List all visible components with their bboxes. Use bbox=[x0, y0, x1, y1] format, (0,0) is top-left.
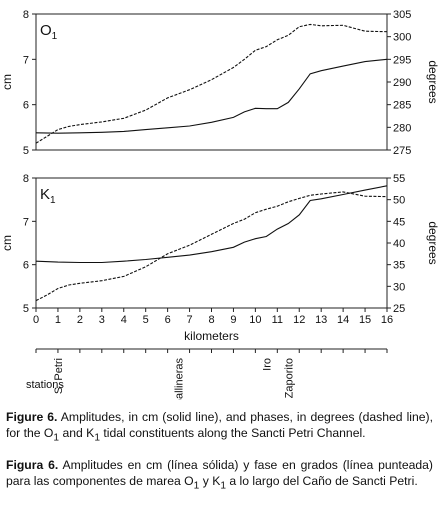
y-tick-label-right: 45 bbox=[393, 216, 405, 228]
y-tick-label-right: 35 bbox=[393, 260, 405, 272]
x-tick-label: 16 bbox=[381, 314, 393, 326]
caption-spanish: Figura 6. Amplitudes en cm (línea sólida… bbox=[6, 458, 433, 493]
y-tick-label-left: 8 bbox=[23, 9, 29, 21]
x-tick-label: 14 bbox=[337, 314, 349, 326]
x-tick-label: 1 bbox=[55, 314, 61, 326]
y-tick-label-right: 300 bbox=[393, 32, 411, 44]
y-tick-label-right: 25 bbox=[393, 303, 405, 315]
y-tick-label-right: 275 bbox=[393, 145, 411, 157]
phase-line bbox=[35, 23, 388, 144]
y-tick-label-left: 7 bbox=[23, 54, 29, 66]
panel-label-letter: K bbox=[40, 186, 50, 203]
caption-subscript: 1 bbox=[94, 431, 100, 443]
x-tick-label: 8 bbox=[208, 314, 214, 326]
caption-text: a lo largo del Caño de Sancti Petri. bbox=[225, 473, 418, 488]
plot-frame bbox=[35, 177, 388, 309]
caption-text: Amplitudes en cm (línea sólida) y fase e… bbox=[6, 458, 433, 488]
x-tick-label: 2 bbox=[77, 314, 83, 326]
stations-label: stations bbox=[26, 379, 64, 391]
x-tick-label: 4 bbox=[121, 314, 127, 326]
caption-text: and K bbox=[59, 425, 95, 440]
x-tick-label: 15 bbox=[359, 314, 371, 326]
y-tick-label-right: 290 bbox=[393, 77, 411, 89]
y-tick-label-right: 55 bbox=[393, 173, 405, 185]
station-label: S. Petri bbox=[53, 358, 65, 394]
y-tick-label-left: 6 bbox=[23, 100, 29, 112]
amplitude-line bbox=[35, 58, 388, 134]
caption-label: Figure 6. bbox=[6, 410, 58, 424]
caption-subscript: 1 bbox=[193, 479, 200, 491]
panel-label-subscript: 1 bbox=[50, 195, 56, 206]
y-axis-label-right: degrees bbox=[426, 60, 439, 103]
x-tick-label: 12 bbox=[293, 314, 305, 326]
phase-line bbox=[35, 191, 388, 302]
y-tick-label-right: 30 bbox=[393, 281, 405, 293]
y-axis-label-right: degrees bbox=[426, 221, 439, 264]
caption-text: Amplitudes, in cm (solid line), and phas… bbox=[6, 410, 433, 440]
panel-label-subscript: 1 bbox=[52, 31, 58, 42]
y-tick-label-left: 5 bbox=[23, 303, 29, 315]
x-tick-label: 9 bbox=[230, 314, 236, 326]
y-tick-label-right: 295 bbox=[393, 54, 411, 66]
x-tick-label: 11 bbox=[272, 314, 283, 326]
x-tick-label: 7 bbox=[187, 314, 193, 326]
y-tick-label-right: 50 bbox=[393, 195, 405, 207]
caption-text: tidal constituents along the Sancti Petr… bbox=[99, 425, 366, 440]
y-tick-label-left: 8 bbox=[23, 173, 29, 185]
panel-label: O1 bbox=[40, 22, 58, 42]
x-tick-label: 0 bbox=[33, 314, 39, 326]
station-label: Iro bbox=[261, 358, 273, 371]
y-tick-label-right: 285 bbox=[393, 100, 411, 112]
y-axis-label-left: cm bbox=[0, 74, 14, 90]
x-tick-label: 13 bbox=[315, 314, 327, 326]
x-axis-label: kilometers bbox=[184, 329, 239, 343]
amplitude-line bbox=[35, 185, 388, 264]
x-tick-label: 10 bbox=[249, 314, 261, 326]
plot-frame bbox=[35, 13, 388, 151]
y-tick-label-left: 7 bbox=[23, 216, 29, 228]
y-tick-label-right: 280 bbox=[393, 122, 411, 134]
x-tick-label: 5 bbox=[143, 314, 149, 326]
x-tick-label: 3 bbox=[99, 314, 105, 326]
y-tick-label-left: 5 bbox=[23, 145, 29, 157]
caption-label: Figura 6. bbox=[6, 458, 59, 472]
y-tick-label-right: 305 bbox=[393, 9, 411, 21]
y-axis-label-left: cm bbox=[0, 235, 14, 251]
y-tick-label-left: 6 bbox=[23, 260, 29, 272]
x-tick-label: 6 bbox=[165, 314, 171, 326]
panel-label: K1 bbox=[40, 186, 56, 206]
caption-text: y K bbox=[199, 473, 221, 488]
station-label: Zaporito bbox=[283, 358, 295, 398]
caption-subscript: 1 bbox=[220, 479, 226, 491]
station-label: Gallineras bbox=[174, 358, 186, 400]
panel-label-letter: O bbox=[40, 22, 52, 39]
caption-subscript: 1 bbox=[53, 431, 60, 443]
caption-english: Figure 6. Amplitudes, in cm (solid line)… bbox=[6, 410, 433, 445]
y-tick-label-right: 40 bbox=[393, 238, 405, 250]
